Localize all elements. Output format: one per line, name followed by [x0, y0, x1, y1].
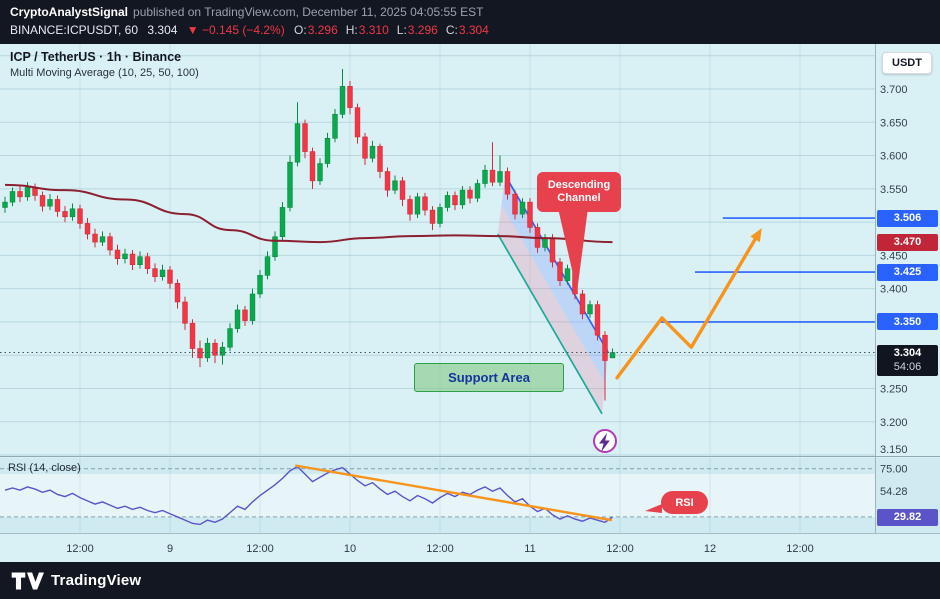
- ohlc-value: 3.296: [407, 23, 438, 37]
- time-tick-label: 12: [704, 543, 716, 555]
- callout-line2: Channel: [557, 192, 601, 204]
- ma-line: [4, 183, 613, 244]
- lightning-icon[interactable]: [593, 429, 617, 454]
- ohlc-values: O:3.296 H:3.310 L:3.296 C:3.304: [294, 23, 497, 37]
- support-area-box: Support Area: [414, 363, 564, 392]
- rsi-callout-tail: [645, 504, 662, 513]
- price-tick-label: 3.150: [880, 444, 908, 456]
- rsi-callout: RSI: [661, 491, 708, 514]
- ohlc-value: 3.304: [458, 23, 489, 37]
- currency-toggle-button[interactable]: USDT: [882, 52, 932, 74]
- time-tick-label: 10: [344, 543, 356, 555]
- time-scale-labels: 12:00 9 12:00 10 12:00 11 12:00 12 12:00: [66, 543, 814, 555]
- time-tick-label: 12:00: [786, 543, 814, 555]
- tradingview-logo-icon: [11, 572, 44, 589]
- ohlc-label: O:: [294, 23, 307, 37]
- projection-arrowhead: [750, 228, 762, 243]
- price-level-lines[interactable]: [657, 217, 876, 323]
- price-tick-label: 3.650: [880, 117, 908, 129]
- author-name: CryptoAnalystSignal: [10, 5, 129, 19]
- symbol-interval: BINANCE:ICPUSDT, 60: [10, 23, 139, 37]
- time-tick-label: 12:00: [246, 543, 274, 555]
- ohlc-value: 3.296: [307, 23, 338, 37]
- rsi-callout-label: RSI: [675, 496, 694, 509]
- time-tick-label: 12:00: [606, 543, 634, 555]
- price-change: ▼ −0.145 (−4.2%): [186, 23, 285, 37]
- rsi-layer: [0, 464, 875, 526]
- time-tick-label: 12:00: [66, 543, 94, 555]
- symbol-line: BINANCE:ICPUSDT, 60 3.304 ▼ −0.145 (−4.2…: [10, 21, 930, 39]
- time-tick-label: 11: [524, 543, 535, 555]
- chart-area: 3.700 3.650 3.600 3.550 3.450 3.400 3.250 3.200…: [0, 44, 940, 562]
- support-area-label: Support Area: [448, 370, 530, 385]
- header-last-price: 3.304: [147, 23, 178, 37]
- ohlc-label: C:: [445, 23, 458, 37]
- price-scale-labels: 3.700 3.650 3.600 3.550 3.450 3.400 3.250 3.200…: [880, 84, 908, 498]
- bottom-bar: TradingView: [0, 562, 940, 599]
- time-tick-label: 12:00: [426, 543, 454, 555]
- price-tick-label: 3.600: [880, 151, 908, 163]
- brand-name: TradingView: [51, 572, 142, 589]
- descending-channel-callout: Descending Channel: [537, 172, 621, 212]
- price-tick-label: 3.250: [880, 383, 908, 395]
- price-tick-label: 3.450: [880, 250, 908, 262]
- price-tick-label: 3.200: [880, 417, 908, 429]
- time-tick-label: 9: [167, 543, 173, 555]
- callout-line1: Descending: [547, 179, 611, 191]
- price-tick-label: 3.550: [880, 184, 908, 196]
- candles-layer: [2, 69, 616, 401]
- rsi-tick-label: 54.28: [880, 486, 908, 498]
- rsi-tick-label: 75.00: [880, 464, 908, 476]
- published-text: published on TradingView.com, December 1…: [133, 5, 484, 19]
- price-tick-label: 3.700: [880, 84, 908, 96]
- rsi-line: [4, 465, 613, 526]
- ohlc-value: 3.310: [358, 23, 389, 37]
- attribution-line: CryptoAnalystSignal published on TradingV…: [10, 4, 930, 21]
- tradingview-logo[interactable]: TradingView: [10, 569, 141, 593]
- top-bar: CryptoAnalystSignal published on TradingV…: [0, 0, 940, 44]
- rsi-trendline[interactable]: [295, 464, 612, 522]
- chart-canvas[interactable]: 3.700 3.650 3.600 3.550 3.450 3.400 3.250 3.200…: [0, 44, 940, 562]
- projection-arrow[interactable]: [615, 237, 757, 380]
- callout-tail: [558, 208, 588, 292]
- price-tick-label: 3.400: [880, 284, 908, 296]
- ohlc-label: H:: [345, 23, 358, 37]
- ohlc-label: L:: [396, 23, 407, 37]
